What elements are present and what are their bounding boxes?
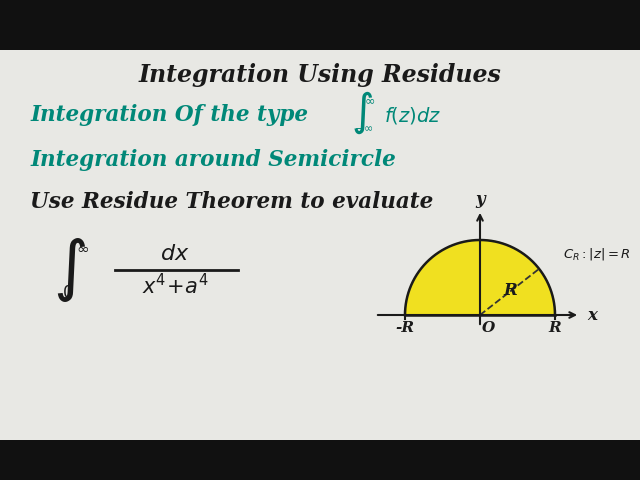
Text: Integration Of the type: Integration Of the type	[30, 104, 308, 126]
Text: R: R	[504, 283, 518, 300]
Text: x: x	[587, 307, 597, 324]
Text: $dx$: $dx$	[160, 243, 189, 265]
Text: $\int$: $\int$	[54, 236, 86, 304]
Text: $f(z)dz$: $f(z)dz$	[384, 105, 442, 125]
Text: R: R	[548, 321, 561, 335]
Text: $C_R: |z|=R$: $C_R: |z|=R$	[563, 245, 631, 262]
Text: $0$: $0$	[62, 284, 74, 302]
Text: Use Residue Theorem to evaluate: Use Residue Theorem to evaluate	[30, 191, 433, 213]
Text: $x^4\!+\!a^4$: $x^4\!+\!a^4$	[141, 274, 209, 299]
Text: $-\infty$: $-\infty$	[355, 123, 374, 133]
Polygon shape	[405, 240, 555, 315]
Text: Integration Using Residues: Integration Using Residues	[139, 63, 501, 87]
Bar	[0, 0, 640, 50]
Text: $\infty$: $\infty$	[76, 240, 88, 255]
Text: $\int$: $\int$	[351, 90, 373, 136]
Text: -R: -R	[396, 321, 415, 335]
Text: $\infty$: $\infty$	[364, 95, 376, 108]
Text: Integration around Semicircle: Integration around Semicircle	[30, 149, 396, 171]
Bar	[0, 50, 640, 440]
Text: y: y	[475, 191, 485, 207]
Text: O: O	[481, 321, 495, 335]
Bar	[0, 440, 640, 480]
